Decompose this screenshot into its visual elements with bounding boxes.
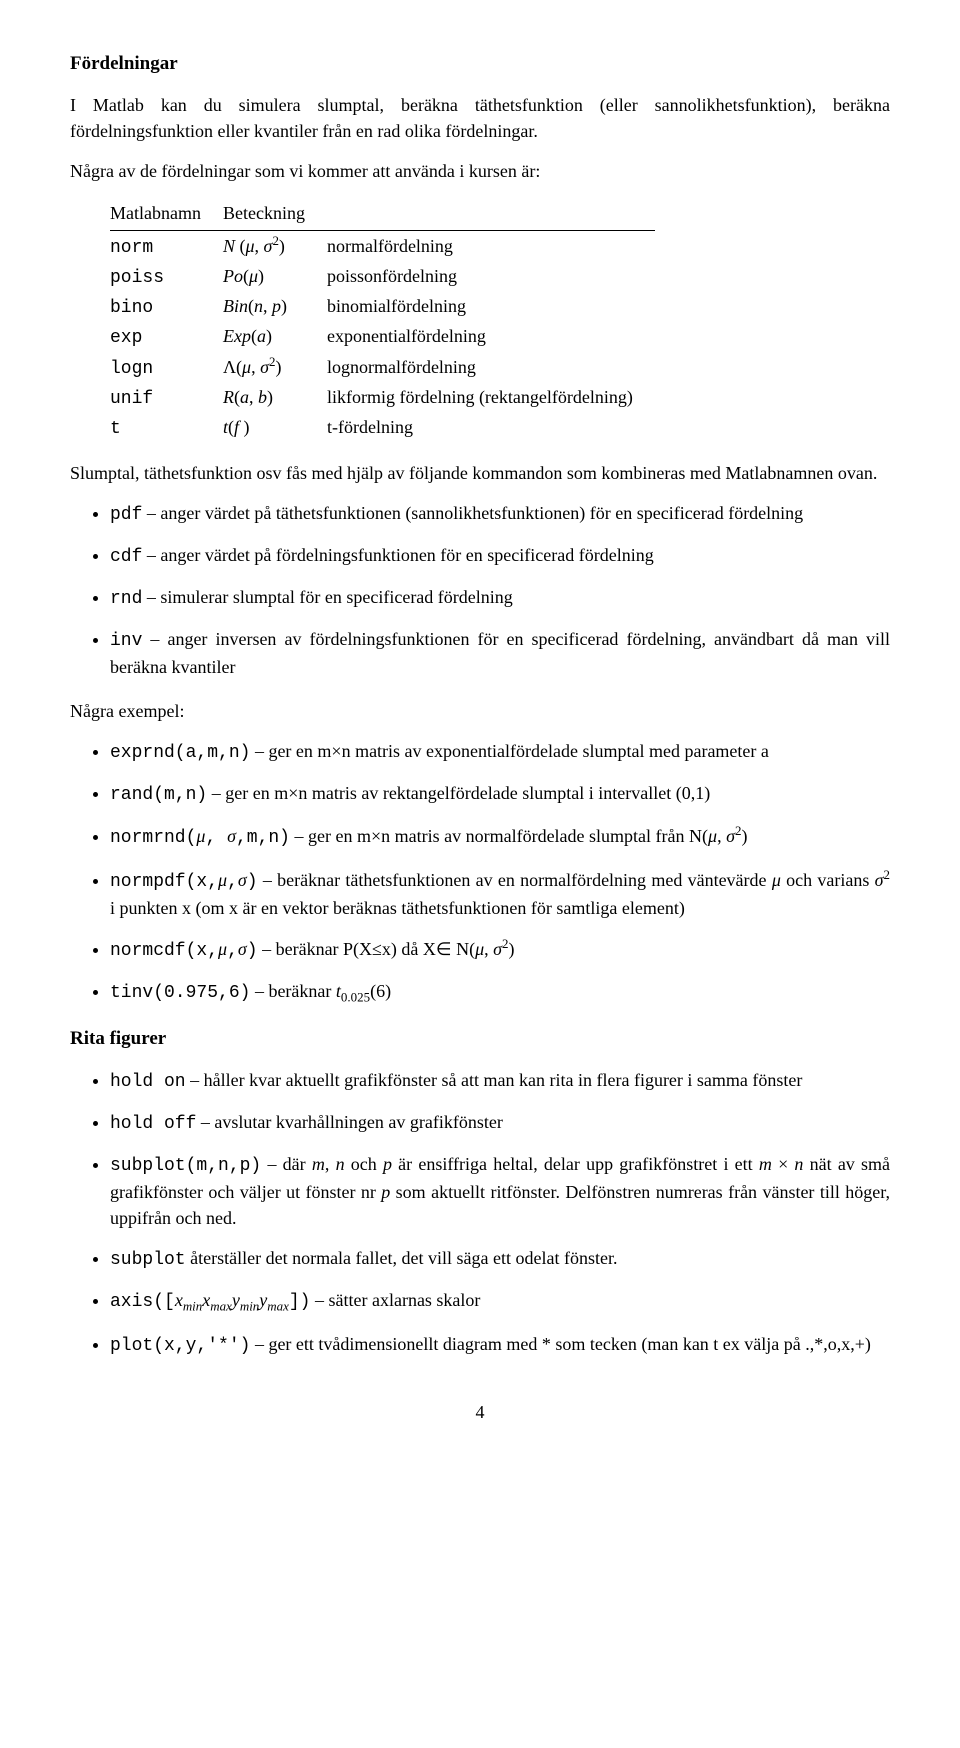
table-header-row: Matlabnamn Beteckning bbox=[110, 198, 655, 231]
figure-commands-list: hold on – håller kvar aktuellt grafikfön… bbox=[70, 1067, 890, 1359]
table-cell-description: t-fördelning bbox=[327, 413, 655, 443]
table-header-matlabnamn: Matlabnamn bbox=[110, 198, 223, 231]
section-heading-rita-figurer: Rita figurer bbox=[70, 1025, 890, 1053]
table-cell-beteckning: t(f ) bbox=[223, 413, 327, 443]
table-cell-beteckning: N (μ, σ2) bbox=[223, 230, 327, 262]
command-text: – anger värdet på fördelningsfunktionen … bbox=[142, 545, 653, 565]
table-cell-description: lognormalfördelning bbox=[327, 352, 655, 383]
command-text: – anger värdet på täthetsfunktionen (san… bbox=[142, 503, 803, 523]
list-item: rand(m,n) – ger en m×n matris av rektang… bbox=[110, 780, 890, 808]
examples-list: exprnd(a,m,n) – ger en m×n matris av exp… bbox=[70, 738, 890, 1007]
table-cell-matlabnamn: norm bbox=[110, 230, 223, 262]
list-item: exprnd(a,m,n) – ger en m×n matris av exp… bbox=[110, 738, 890, 766]
page-number: 4 bbox=[70, 1399, 890, 1425]
list-item: subplot(m,n,p) – där m, n och p är ensif… bbox=[110, 1151, 890, 1231]
table-cell-matlabnamn: bino bbox=[110, 292, 223, 322]
list-item: cdf – anger värdet på fördelningsfunktio… bbox=[110, 542, 890, 570]
command-code: inv bbox=[110, 631, 142, 651]
table-cell-matlabnamn: poiss bbox=[110, 262, 223, 292]
list-item: normrnd(μ, σ,m,n) – ger en m×n matris av… bbox=[110, 822, 890, 851]
table-cell-description: exponentialfördelning bbox=[327, 322, 655, 352]
table-row: normN (μ, σ2)normalfördelning bbox=[110, 230, 655, 262]
command-code: rnd bbox=[110, 589, 142, 609]
section-heading-fordelningar: Fördelningar bbox=[70, 50, 890, 78]
list-item: inv – anger inversen av fördelningsfunkt… bbox=[110, 626, 890, 680]
table-cell-matlabnamn: unif bbox=[110, 383, 223, 413]
table-cell-beteckning: Bin(n, p) bbox=[223, 292, 327, 322]
table-header-beteckning: Beteckning bbox=[223, 198, 327, 231]
table-cell-matlabnamn: exp bbox=[110, 322, 223, 352]
table-cell-beteckning: Exp(a) bbox=[223, 322, 327, 352]
table-cell-description: binomialfördelning bbox=[327, 292, 655, 322]
examples-label: Några exempel: bbox=[70, 698, 890, 724]
list-item: rnd – simulerar slumptal för en specific… bbox=[110, 584, 890, 612]
table-cell-description: likformig fördelning (rektangelfördelnin… bbox=[327, 383, 655, 413]
table-cell-beteckning: Λ(μ, σ2) bbox=[223, 352, 327, 383]
list-item: subplot återställer det normala fallet, … bbox=[110, 1245, 890, 1273]
list-item: hold off – avslutar kvarhållningen av gr… bbox=[110, 1109, 890, 1137]
list-item: plot(x,y,'*') – ger ett tvådimensionellt… bbox=[110, 1331, 890, 1359]
list-item: normcdf(x,μ,σ) – beräknar P(X≤x) då X∈ N… bbox=[110, 935, 890, 964]
table-cell-description: normalfördelning bbox=[327, 230, 655, 262]
command-text: – simulerar slumptal för en specificerad… bbox=[142, 587, 512, 607]
list-item: hold on – håller kvar aktuellt grafikfön… bbox=[110, 1067, 890, 1095]
command-text: – anger inversen av fördelningsfunktione… bbox=[110, 629, 890, 677]
table-cell-beteckning: R(a, b) bbox=[223, 383, 327, 413]
table-row: unifR(a, b)likformig fördelning (rektang… bbox=[110, 383, 655, 413]
distributions-table: Matlabnamn Beteckning normN (μ, σ2)norma… bbox=[110, 198, 890, 444]
table-cell-description: poissonfördelning bbox=[327, 262, 655, 292]
table-row: tt(f )t-fördelning bbox=[110, 413, 655, 443]
list-item: axis([xminxmaxyminymax]) – sätter axlarn… bbox=[110, 1287, 890, 1316]
table-row: binoBin(n, p)binomialfördelning bbox=[110, 292, 655, 322]
list-item: normpdf(x,μ,σ) – beräknar täthetsfunktio… bbox=[110, 866, 890, 921]
table-cell-matlabnamn: t bbox=[110, 413, 223, 443]
table-cell-beteckning: Po(μ) bbox=[223, 262, 327, 292]
table-cell-matlabnamn: logn bbox=[110, 352, 223, 383]
table-row: lognΛ(μ, σ2)lognormalfördelning bbox=[110, 352, 655, 383]
command-code: pdf bbox=[110, 505, 142, 525]
command-list: pdf – anger värdet på täthetsfunktionen … bbox=[70, 500, 890, 680]
table-header-desc bbox=[327, 198, 655, 231]
table-row: poissPo(μ)poissonfördelning bbox=[110, 262, 655, 292]
command-code: cdf bbox=[110, 547, 142, 567]
list-item: pdf – anger värdet på täthetsfunktionen … bbox=[110, 500, 890, 528]
intro-paragraph-2: Några av de fördelningar som vi kommer a… bbox=[70, 158, 890, 184]
list-item: tinv(0.975,6) – beräknar t0.025(6) bbox=[110, 978, 890, 1007]
table-row: expExp(a)exponentialfördelning bbox=[110, 322, 655, 352]
intro-paragraph-1: I Matlab kan du simulera slumptal, beräk… bbox=[70, 92, 890, 144]
para-commands-intro: Slumptal, täthetsfunktion osv fås med hj… bbox=[70, 460, 890, 486]
